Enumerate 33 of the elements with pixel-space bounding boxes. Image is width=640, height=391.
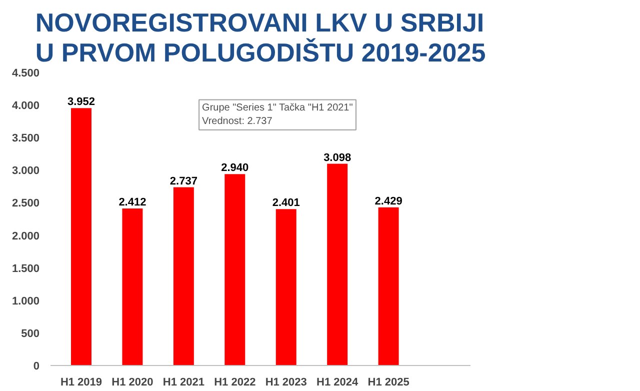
y-tick-label: 3.000: [12, 165, 40, 178]
x-tick-label: H1 2025: [368, 376, 410, 388]
bar: [173, 187, 194, 366]
y-tick-label: 3.500: [12, 132, 40, 145]
y-tick-label: 1.000: [12, 295, 40, 308]
data-label: 2.940: [221, 162, 249, 174]
x-tick-label: H1 2021: [162, 376, 204, 388]
y-tick-label: 2.000: [12, 230, 40, 242]
data-label: 2.429: [374, 195, 402, 208]
data-label: 2.737: [170, 175, 198, 188]
x-tick-label: H1 2023: [265, 376, 307, 388]
data-label: 3.952: [67, 96, 95, 108]
x-tick-label: H1 2024: [316, 376, 360, 388]
y-tick-label: 2.500: [12, 198, 40, 210]
bar: [276, 209, 296, 366]
annotation: Grupe "Series 1" Tačka "H1 2021" Vrednost: 2.737: [202, 102, 354, 127]
bar: [70, 108, 92, 366]
data-label: 2.412: [118, 196, 146, 208]
x-tick-label: H1 2019: [60, 376, 102, 388]
y-tick-label: 4.000: [12, 100, 40, 112]
x-tick-label: H1 2022: [214, 376, 256, 388]
data-label: 2.401: [272, 197, 300, 210]
y-tick-label: 0: [33, 360, 40, 372]
y-tick-label: 1.500: [12, 262, 40, 275]
bar: [122, 208, 143, 366]
data-label: 3.098: [324, 152, 352, 164]
bar: [327, 164, 348, 366]
y-tick-label: 4.500: [12, 68, 40, 80]
bar: [378, 207, 399, 366]
x-tick-label: H1 2020: [112, 376, 154, 388]
bar: [224, 174, 246, 366]
y-tick-label: 500: [21, 328, 40, 340]
chart-title: NOVOREGISTROVANI LKV U SRBIJI U PRVOM POLUGODIŠTU 2019-2025: [35, 8, 486, 68]
